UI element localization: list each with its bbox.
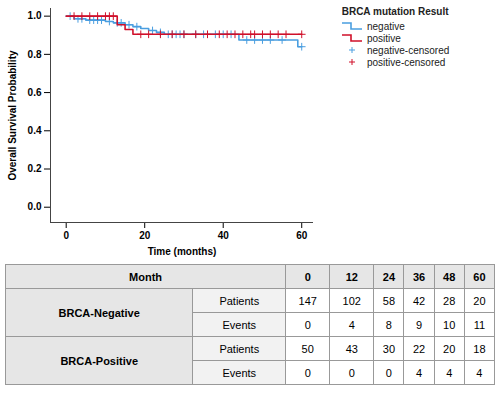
svg-text:40: 40 [218, 230, 230, 241]
html-text:negative-censored: negative-censored [367, 44, 450, 56]
html-text:Events: Events [222, 318, 257, 331]
html-text:Patients: Patients [219, 294, 260, 307]
html-text:BRCA-Positive: BRCA-Positive [60, 354, 138, 367]
svg-text:Time (months): Time (months) [148, 246, 217, 257]
html-text:positive: positive [367, 32, 401, 44]
html-text:positive-censored: positive-censored [367, 56, 446, 68]
html-text:28: 28 [443, 294, 456, 307]
html-text:12: 12 [345, 270, 358, 283]
html-text:0: 0 [348, 366, 355, 379]
html-text:Events: Events [222, 366, 257, 379]
html-text:Patients: Patients [219, 342, 260, 355]
html-text:147: 147 [298, 294, 317, 307]
html-text:50: 50 [301, 342, 314, 355]
html-text:48: 48 [443, 270, 456, 283]
svg-text:Overall Survival Probability: Overall Survival Probability [7, 50, 18, 180]
svg-text:20: 20 [139, 230, 151, 241]
html-text:0: 0 [304, 366, 311, 379]
html-text:20: 20 [443, 342, 456, 355]
html-text:4: 4 [476, 366, 483, 379]
html-text:4: 4 [446, 366, 453, 379]
html-text:Month: Month [129, 270, 163, 283]
html-text:4: 4 [348, 318, 355, 331]
html-text:10: 10 [443, 318, 456, 331]
html-text:BRCA-Negative: BRCA-Negative [58, 306, 140, 319]
html-text:30: 30 [382, 342, 395, 355]
html-text:4: 4 [416, 366, 423, 379]
html-text:0: 0 [385, 366, 392, 379]
svg-text:0.4: 0.4 [28, 125, 42, 136]
html-text:43: 43 [345, 342, 358, 355]
html-text:0: 0 [304, 318, 311, 331]
html-text:18: 18 [473, 342, 486, 355]
html-text:22: 22 [412, 342, 426, 355]
html-text:36: 36 [412, 270, 426, 283]
html-text:24: 24 [382, 270, 395, 283]
html-text:0: 0 [304, 270, 311, 283]
html-text:negative: negative [367, 20, 405, 32]
html-text:8: 8 [385, 318, 392, 331]
html-text:42: 42 [412, 294, 426, 307]
svg-text:1.0: 1.0 [28, 10, 42, 21]
html-text:9: 9 [416, 318, 423, 331]
svg-text:0.2: 0.2 [28, 163, 42, 174]
svg-text:0: 0 [63, 230, 69, 241]
svg-text:60: 60 [296, 230, 308, 241]
html-text:60: 60 [473, 270, 486, 283]
html-text:102: 102 [342, 294, 361, 307]
svg-text:0.0: 0.0 [28, 201, 42, 212]
html-text:BRCA mutation Result: BRCA mutation Result [341, 6, 449, 17]
svg-text:0.6: 0.6 [28, 87, 42, 98]
svg-text:0.8: 0.8 [28, 49, 42, 60]
html-text:20: 20 [473, 294, 486, 307]
html-text:11: 11 [473, 318, 486, 331]
html-text:58: 58 [382, 294, 395, 307]
